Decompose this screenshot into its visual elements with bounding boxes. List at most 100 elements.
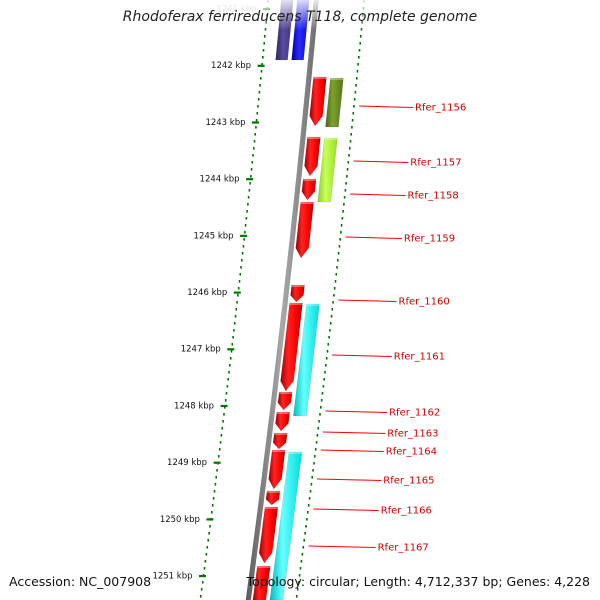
scale-dot [329, 322, 332, 325]
scale-dot [351, 126, 353, 129]
leader-line [338, 299, 397, 302]
scale-dot [231, 343, 234, 346]
scale-dot [331, 308, 334, 311]
scale-dot [353, 98, 356, 101]
scale-dot [316, 434, 319, 437]
gene-arrow[interactable] [272, 432, 288, 450]
scale-dot [218, 455, 220, 458]
leader-line [317, 478, 382, 481]
gene-label[interactable]: Rfer_1162 [389, 408, 440, 419]
gene-arrow[interactable] [275, 411, 291, 432]
scale-dot [257, 98, 260, 101]
scale-dot [296, 595, 298, 598]
scale-dot [354, 91, 357, 94]
scale-dot [307, 511, 309, 514]
scale-dot [329, 329, 331, 332]
gene-label[interactable]: Rfer_1156 [415, 103, 466, 114]
gene-arrow[interactable] [252, 565, 271, 600]
scale-dot [349, 140, 352, 143]
gene-arrow[interactable] [301, 178, 317, 201]
scale-dot [320, 399, 323, 402]
scale-dot [246, 210, 248, 213]
scale-label: 1251 kbp [152, 572, 192, 582]
scale-dot [340, 231, 342, 234]
scale-dot [358, 49, 361, 52]
scale-dot [330, 315, 333, 318]
scale-dot [357, 63, 359, 66]
scale-dot [251, 161, 254, 164]
scale-dot [335, 273, 338, 276]
scale-dot [319, 413, 321, 416]
scale-dot [352, 112, 355, 115]
scale-dot [309, 490, 312, 493]
gene-label[interactable]: Rfer_1157 [410, 158, 461, 169]
scale-dot [356, 70, 359, 73]
gene-arrow[interactable] [290, 284, 305, 303]
scale-dot [314, 448, 317, 451]
gene-label[interactable]: Rfer_1165 [383, 476, 434, 487]
scale-dot [324, 371, 326, 374]
scale-dot [208, 532, 210, 535]
gene-label[interactable]: Rfer_1163 [387, 429, 438, 440]
gene-arrow[interactable] [258, 506, 279, 564]
gene-label[interactable]: Rfer_1160 [399, 297, 450, 308]
gene-arrow[interactable] [268, 449, 286, 490]
gene-arrow[interactable] [277, 391, 293, 411]
scale-dot [239, 273, 242, 276]
gene-label[interactable]: Rfer_1158 [408, 191, 459, 202]
scale-dot [300, 560, 303, 563]
scale-dot [359, 42, 361, 45]
scale-dot [301, 553, 304, 556]
scale-dot [356, 77, 358, 80]
scale-dot [233, 329, 235, 332]
gene-arrow[interactable] [265, 490, 281, 506]
gene-arrow[interactable] [280, 302, 303, 392]
scale-dot [220, 434, 223, 437]
scale-dot [240, 266, 242, 269]
scale-dot [260, 77, 262, 80]
gene-arrow[interactable] [309, 76, 327, 127]
scale-dot [310, 483, 313, 486]
scale-dot [201, 581, 204, 584]
gene-label[interactable]: Rfer_1167 [378, 543, 429, 554]
gene-label[interactable]: Rfer_1164 [386, 447, 437, 458]
scale-dots-left [200, 0, 269, 598]
scale-dot [247, 196, 250, 199]
scale-dot [325, 357, 328, 360]
scale-dot [242, 245, 245, 248]
leader-line [322, 431, 386, 434]
scale-dot [347, 161, 350, 164]
scale-dot [225, 392, 228, 395]
leader-line [353, 160, 409, 163]
gene-arrow[interactable] [304, 136, 321, 177]
scale-dot [314, 455, 316, 458]
scale-dot [255, 126, 257, 129]
scale-dot [358, 56, 360, 59]
scale-dot [224, 399, 227, 402]
scale-dot [334, 280, 337, 283]
scale-label: 1245 kbp [194, 231, 234, 241]
scale-dot [260, 70, 263, 73]
gene-label[interactable]: Rfer_1161 [394, 352, 445, 363]
accession-text: Accession: NC_007908 [9, 574, 152, 589]
scale-dot [322, 385, 325, 388]
scale-dot [204, 560, 207, 563]
scale-dot [333, 294, 335, 297]
gene-arrow[interactable] [295, 201, 314, 259]
scale-tick [233, 291, 241, 294]
label-leader-lines [308, 105, 414, 548]
scale-dot [332, 301, 334, 304]
scale-dot [250, 168, 253, 171]
scale-dot [343, 196, 346, 199]
scale-label: 1246 kbp [187, 288, 227, 298]
leader-line [320, 449, 384, 452]
scale-dot [257, 105, 259, 108]
scale-tick [240, 234, 248, 237]
scale-dot [336, 266, 338, 269]
scale-label: 1242 kbp [211, 61, 251, 71]
gene-label[interactable]: Rfer_1166 [381, 506, 432, 517]
gene-label[interactable]: Rfer_1159 [404, 234, 455, 245]
scale-dot [255, 119, 258, 122]
